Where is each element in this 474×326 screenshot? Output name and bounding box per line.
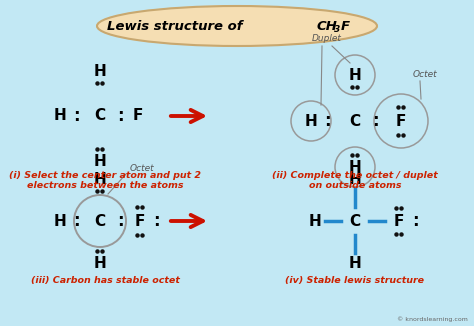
Text: H: H [348, 159, 361, 174]
Text: H: H [54, 214, 66, 229]
Text: 3: 3 [334, 25, 340, 35]
Text: :: : [412, 212, 419, 230]
Text: (iv) Stable lewis structure: (iv) Stable lewis structure [285, 276, 425, 285]
Text: C: C [349, 113, 361, 128]
Text: H: H [94, 64, 106, 79]
Text: H: H [54, 109, 66, 124]
Text: (iii) Carbon has stable octet: (iii) Carbon has stable octet [30, 276, 180, 285]
Text: F: F [396, 113, 406, 128]
Text: (ii) Complete the octet / duplet
on outside atoms: (ii) Complete the octet / duplet on outs… [272, 171, 438, 190]
Text: :: : [153, 212, 159, 230]
Text: :: : [73, 212, 79, 230]
Text: CH: CH [317, 20, 338, 33]
Text: F: F [341, 20, 350, 33]
Text: H: H [348, 256, 361, 271]
Text: H: H [305, 113, 318, 128]
Text: H: H [309, 214, 321, 229]
Text: F: F [394, 214, 404, 229]
Text: H: H [348, 171, 361, 186]
Text: F: F [133, 109, 143, 124]
Text: Octet: Octet [413, 70, 438, 79]
Text: C: C [94, 214, 106, 229]
Text: F: F [135, 214, 145, 229]
Text: :: : [73, 107, 79, 125]
Text: Lewis structure of: Lewis structure of [107, 20, 247, 33]
Text: © knordslearning.com: © knordslearning.com [397, 316, 468, 322]
Text: H: H [94, 256, 106, 271]
Text: H: H [348, 67, 361, 82]
Text: :: : [117, 212, 123, 230]
Text: :: : [117, 107, 123, 125]
Ellipse shape [97, 6, 377, 46]
Text: Duplet: Duplet [312, 34, 342, 43]
Text: (i) Select the center atom and put 2
electrons between the atoms: (i) Select the center atom and put 2 ele… [9, 171, 201, 190]
Text: :: : [324, 112, 330, 130]
Text: C: C [94, 109, 106, 124]
Text: H: H [94, 154, 106, 169]
Text: :: : [372, 112, 378, 130]
Text: Octet: Octet [130, 164, 155, 173]
Text: C: C [349, 214, 361, 229]
Text: H: H [94, 171, 106, 186]
